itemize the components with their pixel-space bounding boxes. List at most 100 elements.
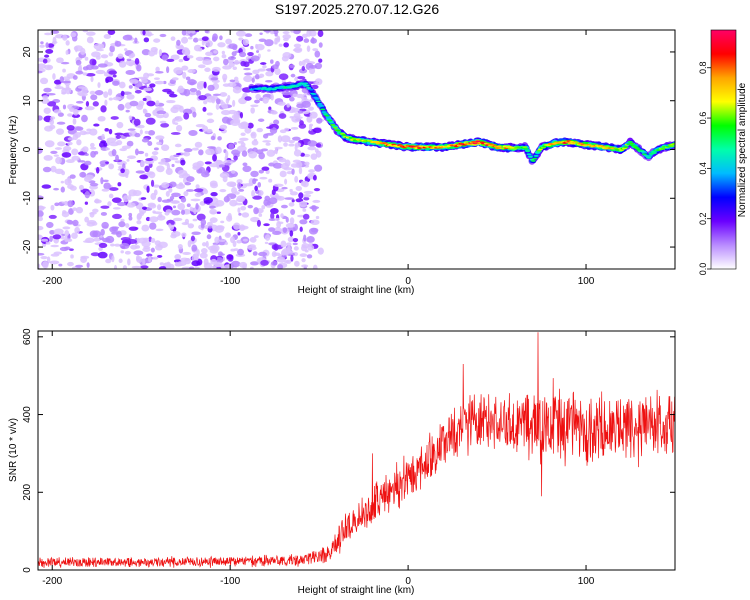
noise-dot bbox=[118, 165, 123, 169]
noise-dot bbox=[84, 160, 92, 166]
noise-dot bbox=[289, 230, 294, 237]
noise-dot bbox=[136, 212, 143, 220]
noise-dot bbox=[156, 165, 165, 173]
noise-dot bbox=[308, 67, 316, 75]
spectrogram-x-axis-label: Height of straight line (km) bbox=[298, 285, 415, 296]
noise-dot bbox=[288, 202, 295, 207]
noise-dot bbox=[264, 234, 271, 241]
noise-dot bbox=[52, 234, 62, 240]
noise-dot bbox=[289, 217, 295, 225]
noise-dot bbox=[102, 179, 109, 183]
noise-dot bbox=[97, 63, 108, 68]
noise-dot bbox=[268, 178, 273, 183]
noise-dot bbox=[161, 54, 169, 61]
noise-dot bbox=[50, 244, 60, 248]
signal-blob bbox=[333, 126, 339, 129]
noise-dot bbox=[62, 68, 66, 73]
noise-dot bbox=[238, 212, 242, 216]
noise-dot bbox=[71, 148, 79, 156]
noise-dot bbox=[126, 202, 136, 208]
noise-dot bbox=[215, 98, 221, 105]
noise-dot bbox=[86, 262, 90, 268]
noise-dot bbox=[243, 75, 253, 83]
noise-dot bbox=[257, 68, 266, 72]
noise-dot bbox=[268, 227, 276, 232]
noise-dot bbox=[284, 127, 290, 132]
noise-dot bbox=[195, 90, 202, 97]
noise-dot bbox=[81, 86, 89, 94]
noise-dot bbox=[142, 30, 146, 36]
noise-dot bbox=[175, 261, 179, 267]
noise-dot bbox=[176, 261, 187, 267]
noise-dot bbox=[273, 183, 284, 188]
noise-dot bbox=[299, 219, 308, 225]
noise-dot bbox=[291, 136, 301, 141]
noise-dot bbox=[225, 150, 229, 158]
noise-dot bbox=[293, 149, 302, 157]
noise-dot bbox=[290, 73, 296, 78]
signal-blob bbox=[533, 154, 539, 157]
noise-dot bbox=[276, 256, 286, 263]
noise-dot bbox=[193, 188, 204, 193]
noise-dot bbox=[209, 205, 217, 209]
noise-dot bbox=[44, 140, 55, 148]
noise-dot bbox=[45, 241, 51, 245]
noise-dot bbox=[147, 140, 153, 146]
noise-dot bbox=[103, 91, 109, 98]
chart-title: S197.2025.270.07.12.G26 bbox=[275, 1, 439, 17]
noise-dot bbox=[297, 75, 306, 80]
noise-dot bbox=[180, 209, 186, 215]
noise-dot bbox=[181, 65, 189, 71]
noise-dot bbox=[221, 54, 227, 59]
noise-dot bbox=[134, 57, 140, 65]
noise-dot bbox=[212, 93, 221, 97]
noise-dot bbox=[84, 216, 90, 223]
noise-dot bbox=[100, 205, 110, 209]
noise-dot bbox=[189, 32, 193, 38]
noise-dot bbox=[122, 91, 132, 95]
noise-dot bbox=[250, 170, 259, 178]
signal-blob bbox=[261, 86, 267, 89]
noise-dot bbox=[67, 176, 71, 184]
noise-dot bbox=[64, 230, 70, 237]
noise-dot bbox=[144, 130, 149, 134]
noise-dot bbox=[129, 79, 139, 84]
noise-dot bbox=[289, 191, 298, 196]
noise-dot bbox=[236, 239, 242, 244]
noise-dot bbox=[177, 243, 183, 250]
noise-dot bbox=[274, 37, 278, 45]
noise-dot bbox=[173, 217, 183, 222]
noise-dot bbox=[182, 71, 187, 79]
signal-blob bbox=[523, 147, 529, 150]
noise-dot bbox=[286, 103, 290, 108]
noise-dot bbox=[224, 162, 232, 166]
noise-dot bbox=[204, 170, 209, 176]
noise-dot bbox=[260, 62, 267, 65]
noise-dot bbox=[98, 246, 103, 251]
noise-dot bbox=[38, 263, 41, 269]
noise-dot bbox=[196, 249, 200, 257]
noise-dot bbox=[91, 59, 97, 66]
noise-dot bbox=[199, 252, 208, 259]
noise-dot bbox=[233, 59, 240, 65]
noise-dot bbox=[172, 104, 182, 110]
noise-dot bbox=[138, 100, 145, 107]
noise-dot bbox=[126, 94, 135, 100]
noise-dot bbox=[215, 146, 222, 154]
noise-dot bbox=[38, 216, 43, 222]
y-tick-label: 200 bbox=[22, 483, 33, 500]
noise-dot bbox=[193, 208, 197, 215]
noise-dot bbox=[55, 156, 62, 165]
noise-dot bbox=[210, 182, 219, 189]
colorbar-tick-label: 0.2 bbox=[698, 212, 708, 225]
noise-dot bbox=[111, 197, 122, 204]
signal-blob bbox=[522, 146, 528, 149]
noise-dot bbox=[170, 54, 180, 60]
noise-dot bbox=[114, 264, 118, 269]
noise-dot bbox=[146, 171, 154, 175]
colorbar-tick-label: 0.0 bbox=[698, 263, 708, 276]
noise-dot bbox=[145, 157, 154, 162]
snr-y-ticks: 0 200 400 600 bbox=[22, 328, 675, 573]
noise-dot bbox=[178, 58, 184, 63]
noise-dot bbox=[232, 66, 237, 71]
